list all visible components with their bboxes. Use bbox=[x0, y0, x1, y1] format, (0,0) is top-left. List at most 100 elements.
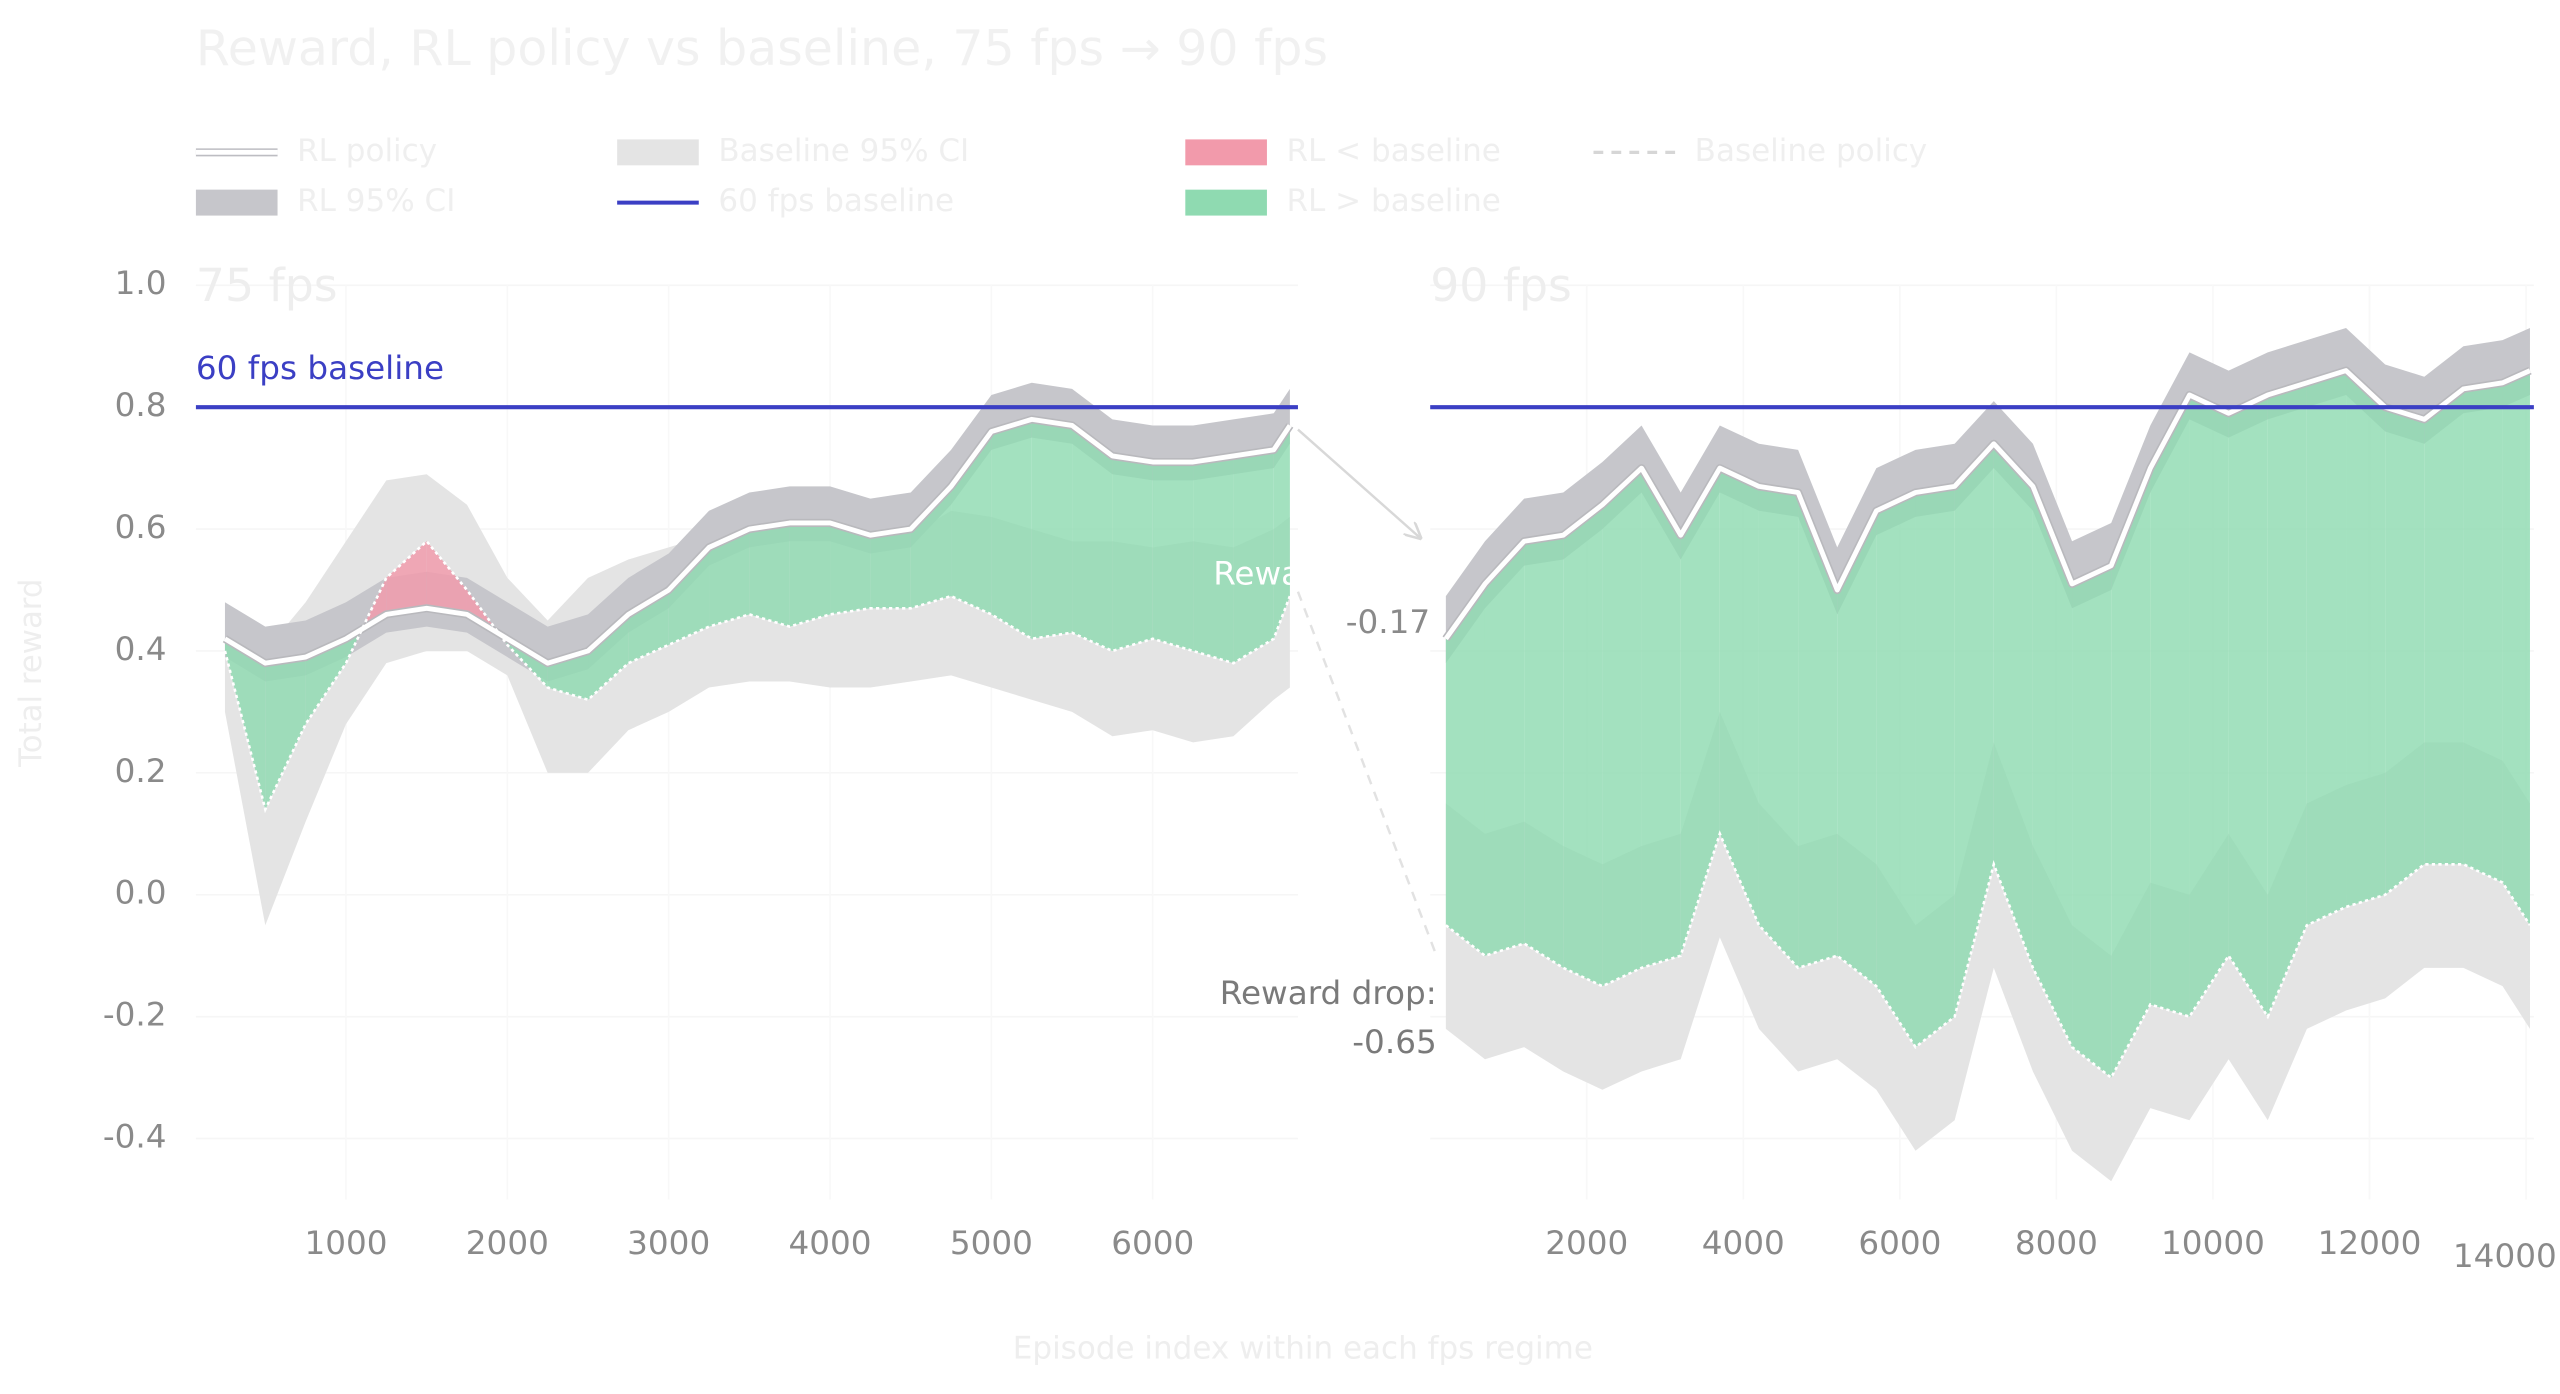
x-axis-label: Episode index within each fps regime bbox=[1013, 1331, 1593, 1367]
legend-label: RL > baseline bbox=[1287, 183, 1501, 219]
line bbox=[1443, 368, 2531, 641]
difference-fill bbox=[1273, 425, 1290, 639]
legend-label: Baseline policy bbox=[1695, 133, 1928, 169]
difference-fill bbox=[1798, 492, 1838, 968]
connector-arrow bbox=[1297, 428, 1420, 539]
x-tick-label: 14000 bbox=[2453, 1237, 2557, 1275]
difference-fill bbox=[507, 638, 548, 688]
difference-fill bbox=[1031, 419, 1073, 639]
difference-fill bbox=[749, 522, 790, 627]
x-tick-label: 2000 bbox=[466, 1224, 549, 1262]
x-tick-label: 4000 bbox=[789, 1224, 872, 1262]
difference-fill bbox=[305, 638, 346, 725]
reference-label: 60 fps baseline bbox=[196, 349, 444, 387]
difference-fill bbox=[1602, 468, 1642, 987]
difference-fill bbox=[1072, 425, 1113, 651]
legend-swatch bbox=[1185, 189, 1267, 216]
difference-fill bbox=[1758, 486, 1799, 968]
x-tick-label: 8000 bbox=[2015, 1224, 2098, 1262]
dotted-line bbox=[1445, 830, 2532, 1080]
y-tick-label: 1.0 bbox=[115, 264, 167, 302]
difference-fill bbox=[830, 522, 871, 615]
legend-label: RL < baseline bbox=[1287, 133, 1501, 169]
legend-label: RL policy bbox=[297, 133, 437, 169]
difference-fill bbox=[1954, 443, 1994, 1017]
difference-fill bbox=[2228, 394, 2268, 1017]
difference-fill bbox=[789, 522, 831, 627]
difference-fill bbox=[1641, 468, 1681, 968]
difference-fill bbox=[2502, 370, 2530, 926]
difference-fill bbox=[1152, 462, 1194, 651]
difference-fill bbox=[2189, 394, 2229, 1017]
x-tick-label: 5000 bbox=[950, 1224, 1033, 1262]
difference-fill bbox=[1233, 449, 1274, 664]
y-tick-label: 0.6 bbox=[115, 508, 167, 546]
difference-fill bbox=[2150, 394, 2190, 1017]
difference-fill bbox=[2032, 486, 2073, 1048]
difference-fill bbox=[1524, 535, 1564, 968]
difference-fill bbox=[870, 529, 911, 609]
legend-swatch bbox=[195, 189, 278, 216]
x-tick-label: 6000 bbox=[1858, 1224, 1941, 1262]
annotation-value: -0.65 bbox=[1352, 1023, 1436, 1061]
connector-dashed bbox=[1296, 591, 1438, 957]
panel-title: 90 fps bbox=[1430, 259, 1572, 312]
chart-title: Reward, RL policy vs baseline, 75 fps → … bbox=[196, 20, 1328, 77]
legend-swatch bbox=[617, 139, 699, 166]
difference-fill bbox=[2424, 388, 2464, 865]
difference-fill bbox=[2346, 370, 2386, 907]
difference-fill bbox=[265, 657, 306, 810]
annotation-label: Reward drop: bbox=[1213, 555, 1430, 593]
y-axis-label: Total reward bbox=[13, 579, 49, 768]
difference-fill bbox=[1193, 455, 1234, 664]
difference-fill bbox=[668, 547, 710, 645]
difference-fill bbox=[1563, 504, 1603, 987]
difference-fill bbox=[1112, 455, 1153, 651]
difference-fill bbox=[588, 614, 629, 700]
y-tick-label: 0.0 bbox=[115, 874, 167, 912]
legend-label: RL 95% CI bbox=[297, 183, 455, 219]
data-layer bbox=[195, 327, 2534, 1182]
difference-fill bbox=[386, 541, 427, 615]
annotation-value: -0.17 bbox=[1346, 603, 1430, 641]
difference-fill bbox=[2267, 382, 2307, 1017]
panel-title: 75 fps bbox=[196, 259, 338, 312]
difference-fill bbox=[2111, 468, 2151, 1078]
y-tick-label: 0.4 bbox=[115, 630, 167, 668]
difference-fill bbox=[709, 529, 750, 627]
difference-fill bbox=[1445, 583, 1485, 956]
difference-fill bbox=[628, 590, 669, 664]
difference-fill bbox=[1719, 468, 1759, 926]
x-tick-label: 12000 bbox=[2318, 1224, 2422, 1262]
difference-fill bbox=[426, 541, 467, 615]
y-tick-label: -0.4 bbox=[103, 1118, 167, 1156]
x-tick-label: 2000 bbox=[1545, 1224, 1628, 1262]
x-tick-label: 3000 bbox=[627, 1224, 710, 1262]
difference-fill bbox=[2385, 407, 2425, 895]
x-tick-label: 10000 bbox=[2161, 1224, 2265, 1262]
difference-fill bbox=[1680, 468, 1720, 956]
y-tick-label: -0.2 bbox=[103, 996, 167, 1034]
annotation-label: Reward drop: bbox=[1220, 974, 1437, 1012]
x-tick-label: 6000 bbox=[1111, 1224, 1194, 1262]
difference-fill bbox=[991, 419, 1032, 639]
overlay-layer: 75 fps 90 fps 60 fps baseline Reward drop: -… bbox=[195, 133, 1928, 1061]
difference-fill bbox=[1484, 541, 1525, 956]
x-tick-label: 4000 bbox=[1702, 1224, 1785, 1262]
x-tick-label: 1000 bbox=[304, 1224, 387, 1262]
y-tick-label: 0.8 bbox=[115, 386, 167, 424]
difference-fill bbox=[1837, 510, 1877, 987]
legend-label: 60 fps baseline bbox=[718, 183, 954, 219]
difference-fill bbox=[1993, 443, 2033, 968]
difference-fill bbox=[2072, 565, 2112, 1078]
difference-fill bbox=[1915, 486, 1955, 1048]
line bbox=[223, 416, 1292, 666]
y-tick-label: 0.2 bbox=[115, 752, 167, 790]
dotted-line bbox=[223, 539, 1292, 814]
difference-fill bbox=[2463, 382, 2503, 883]
difference-fill bbox=[466, 590, 500, 634]
difference-fill bbox=[2306, 370, 2347, 926]
legend-swatch bbox=[1185, 139, 1267, 166]
